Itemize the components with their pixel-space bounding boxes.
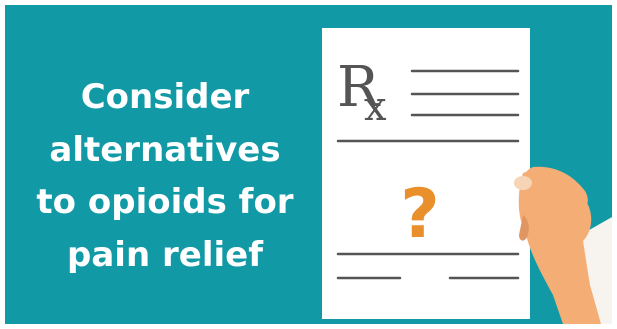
thumbnail: [514, 176, 532, 190]
headline: Consider alternatives to opioids for pai…: [15, 71, 315, 282]
prescription-paper-icon: [322, 28, 530, 319]
headline-line: to opioids for: [36, 182, 294, 223]
rx-subscript: x: [364, 84, 387, 130]
headline-line: pain relief: [67, 235, 263, 276]
banner: Consider alternatives to opioids for pai…: [5, 5, 612, 324]
ruled-lines: [336, 69, 520, 280]
question-mark-icon: ?: [400, 175, 439, 254]
rx-symbol: R: [337, 55, 381, 120]
headline-line: alternatives: [49, 129, 281, 170]
hand-icon: [514, 166, 612, 324]
headline-line: Consider: [80, 77, 250, 117]
prescription-illustration: R x ?: [322, 28, 612, 324]
